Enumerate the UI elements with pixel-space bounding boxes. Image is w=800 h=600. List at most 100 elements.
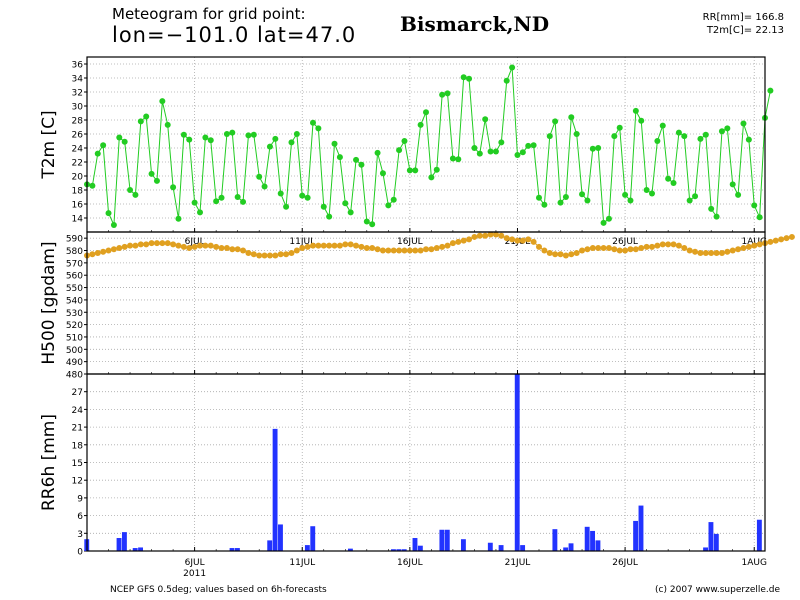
t2m-point	[401, 138, 408, 144]
h500-point	[675, 242, 682, 249]
t2m-series-line	[86, 67, 771, 226]
h500-point	[326, 242, 333, 249]
t2m-point	[417, 121, 424, 128]
y-tick-label: 490	[66, 358, 83, 368]
y-tick-label: 22	[72, 159, 83, 169]
h500-point	[153, 240, 160, 247]
rr6h-bar	[444, 529, 450, 551]
t2m-point	[89, 182, 96, 189]
h500-point	[186, 245, 193, 252]
h500-point	[412, 247, 419, 254]
h500-point	[250, 251, 257, 258]
h500-point	[390, 247, 397, 254]
t2m-point	[541, 201, 548, 208]
y-tick-label: 30	[72, 103, 84, 113]
h500-point	[487, 231, 494, 238]
h500-point	[498, 232, 505, 239]
t2m-point	[137, 118, 144, 125]
h500-point	[557, 251, 564, 258]
h500-point	[143, 241, 150, 248]
h500-point	[223, 245, 230, 252]
rr6h-bar	[552, 529, 558, 551]
h500-point	[692, 248, 699, 255]
rr6h-bar	[595, 540, 601, 551]
h500-point	[444, 242, 451, 249]
y-tick-label: 500	[66, 346, 83, 356]
h500-point	[433, 245, 440, 252]
t2m-point	[579, 191, 586, 198]
t2m-point	[724, 125, 731, 132]
t2m-point	[654, 138, 661, 144]
h500-point	[519, 237, 526, 244]
t2m-point	[116, 134, 123, 141]
h500-point	[568, 251, 575, 258]
t2m-point	[175, 215, 182, 222]
t2m-point	[455, 156, 462, 163]
t2m-point	[546, 133, 553, 140]
t2m-point	[433, 166, 440, 173]
t2m-point	[423, 109, 429, 116]
rr6h-bar	[278, 524, 283, 551]
t2m-point	[670, 180, 677, 186]
t2m-point	[218, 194, 225, 201]
y-axis-label: RR6h [mm]	[39, 414, 59, 511]
h500-point	[659, 241, 666, 248]
y-tick-label: 480	[66, 371, 83, 381]
h500-point	[406, 247, 413, 254]
rr6h-bar	[756, 519, 762, 551]
h500-point	[110, 246, 117, 253]
t2m-point	[396, 147, 403, 154]
h500-point	[552, 251, 559, 258]
rr6h-bar	[713, 533, 719, 551]
h500-point	[148, 240, 155, 247]
t2m-point	[460, 74, 467, 81]
rr6h-bar	[267, 540, 273, 551]
t2m-point	[213, 198, 220, 205]
t2m-point	[100, 142, 107, 149]
h500-point	[713, 249, 720, 256]
t2m-point	[272, 135, 279, 142]
h500-point	[310, 242, 316, 249]
t2m-point	[347, 209, 354, 216]
h500-point	[541, 247, 548, 254]
t2m-point	[153, 177, 160, 184]
h500-point	[751, 242, 758, 249]
h500-point	[562, 252, 569, 259]
h500-point	[708, 249, 715, 256]
y-tick-label: 15	[72, 459, 83, 469]
y-tick-label: 580	[66, 247, 83, 257]
rr6h-bar	[703, 547, 708, 551]
t2m-point	[283, 203, 290, 210]
h500-point	[681, 245, 688, 252]
h500-point	[191, 243, 198, 250]
h500-point	[605, 245, 612, 252]
rr6h-bar	[584, 526, 590, 551]
t2m-point	[519, 149, 526, 156]
h500-point	[277, 251, 284, 258]
y-tick-label: 20	[72, 173, 84, 183]
h500-point	[665, 241, 672, 248]
h500-point	[788, 233, 795, 240]
t2m-point	[240, 198, 247, 205]
h500-point	[600, 245, 607, 252]
h500-point	[127, 242, 134, 249]
y-tick-label: 24	[72, 406, 84, 416]
t2m-point	[735, 191, 742, 198]
t2m-point	[557, 199, 564, 206]
rr6h-bar	[347, 548, 353, 551]
rr6h-bar	[460, 539, 466, 551]
t2m-point	[315, 125, 322, 132]
x-tick-label: 26JUL	[612, 558, 638, 568]
t2m-point	[740, 120, 747, 127]
t2m-point	[552, 118, 559, 125]
t2m-point	[353, 156, 360, 163]
rr6h-bar	[514, 374, 520, 551]
t2m-readout: T2m[C]= 22.13	[706, 25, 784, 36]
t2m-point	[616, 124, 623, 131]
h500-point	[331, 242, 338, 249]
rr6h-bar	[396, 549, 402, 551]
t2m-point	[600, 219, 607, 226]
h500-point	[396, 247, 403, 254]
t2m-point	[293, 131, 300, 137]
rr6h-bar	[304, 545, 310, 551]
